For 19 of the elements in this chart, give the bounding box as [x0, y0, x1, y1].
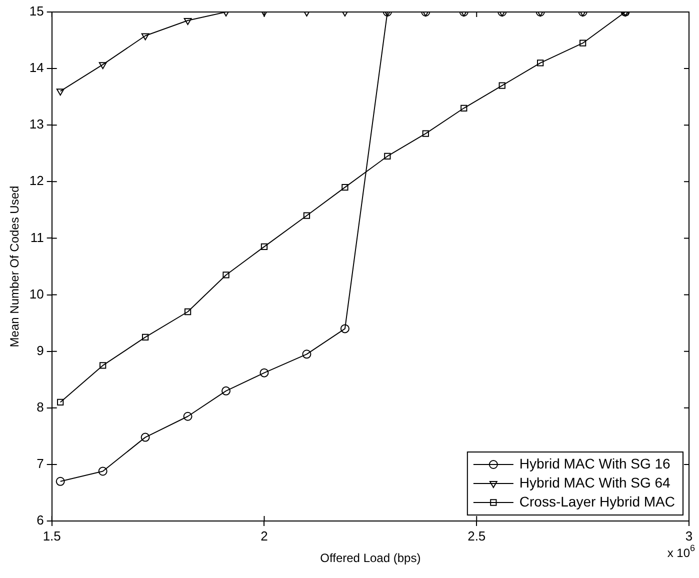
legend-label: Cross-Layer Hybrid MAC — [519, 493, 676, 510]
x-axis-title: Offered Load (bps) — [320, 551, 421, 566]
y-tick-label: 10 — [29, 286, 44, 302]
x-tick-label: 2 — [260, 528, 268, 544]
y-axis-title: Mean Number Of Codes Used — [8, 186, 22, 348]
y-tick-label: 15 — [29, 4, 44, 19]
y-tick-label: 13 — [29, 116, 44, 132]
y-tick-label: 8 — [36, 399, 44, 414]
x-tick-label: 1.5 — [42, 528, 61, 544]
y-tick-label: 12 — [29, 173, 44, 188]
y-tick-label: 9 — [36, 342, 44, 358]
x-tick-label: 3 — [685, 528, 693, 544]
legend-label: Hybrid MAC With SG 64 — [519, 474, 671, 490]
legend-label: Hybrid MAC With SG 16 — [519, 455, 671, 472]
x-tick-label: 2.5 — [468, 528, 486, 544]
y-tick-label: 11 — [30, 230, 44, 245]
y-tick-label: 6 — [36, 512, 44, 528]
y-tick-label: 7 — [36, 456, 44, 472]
y-tick-label: 14 — [29, 60, 44, 76]
